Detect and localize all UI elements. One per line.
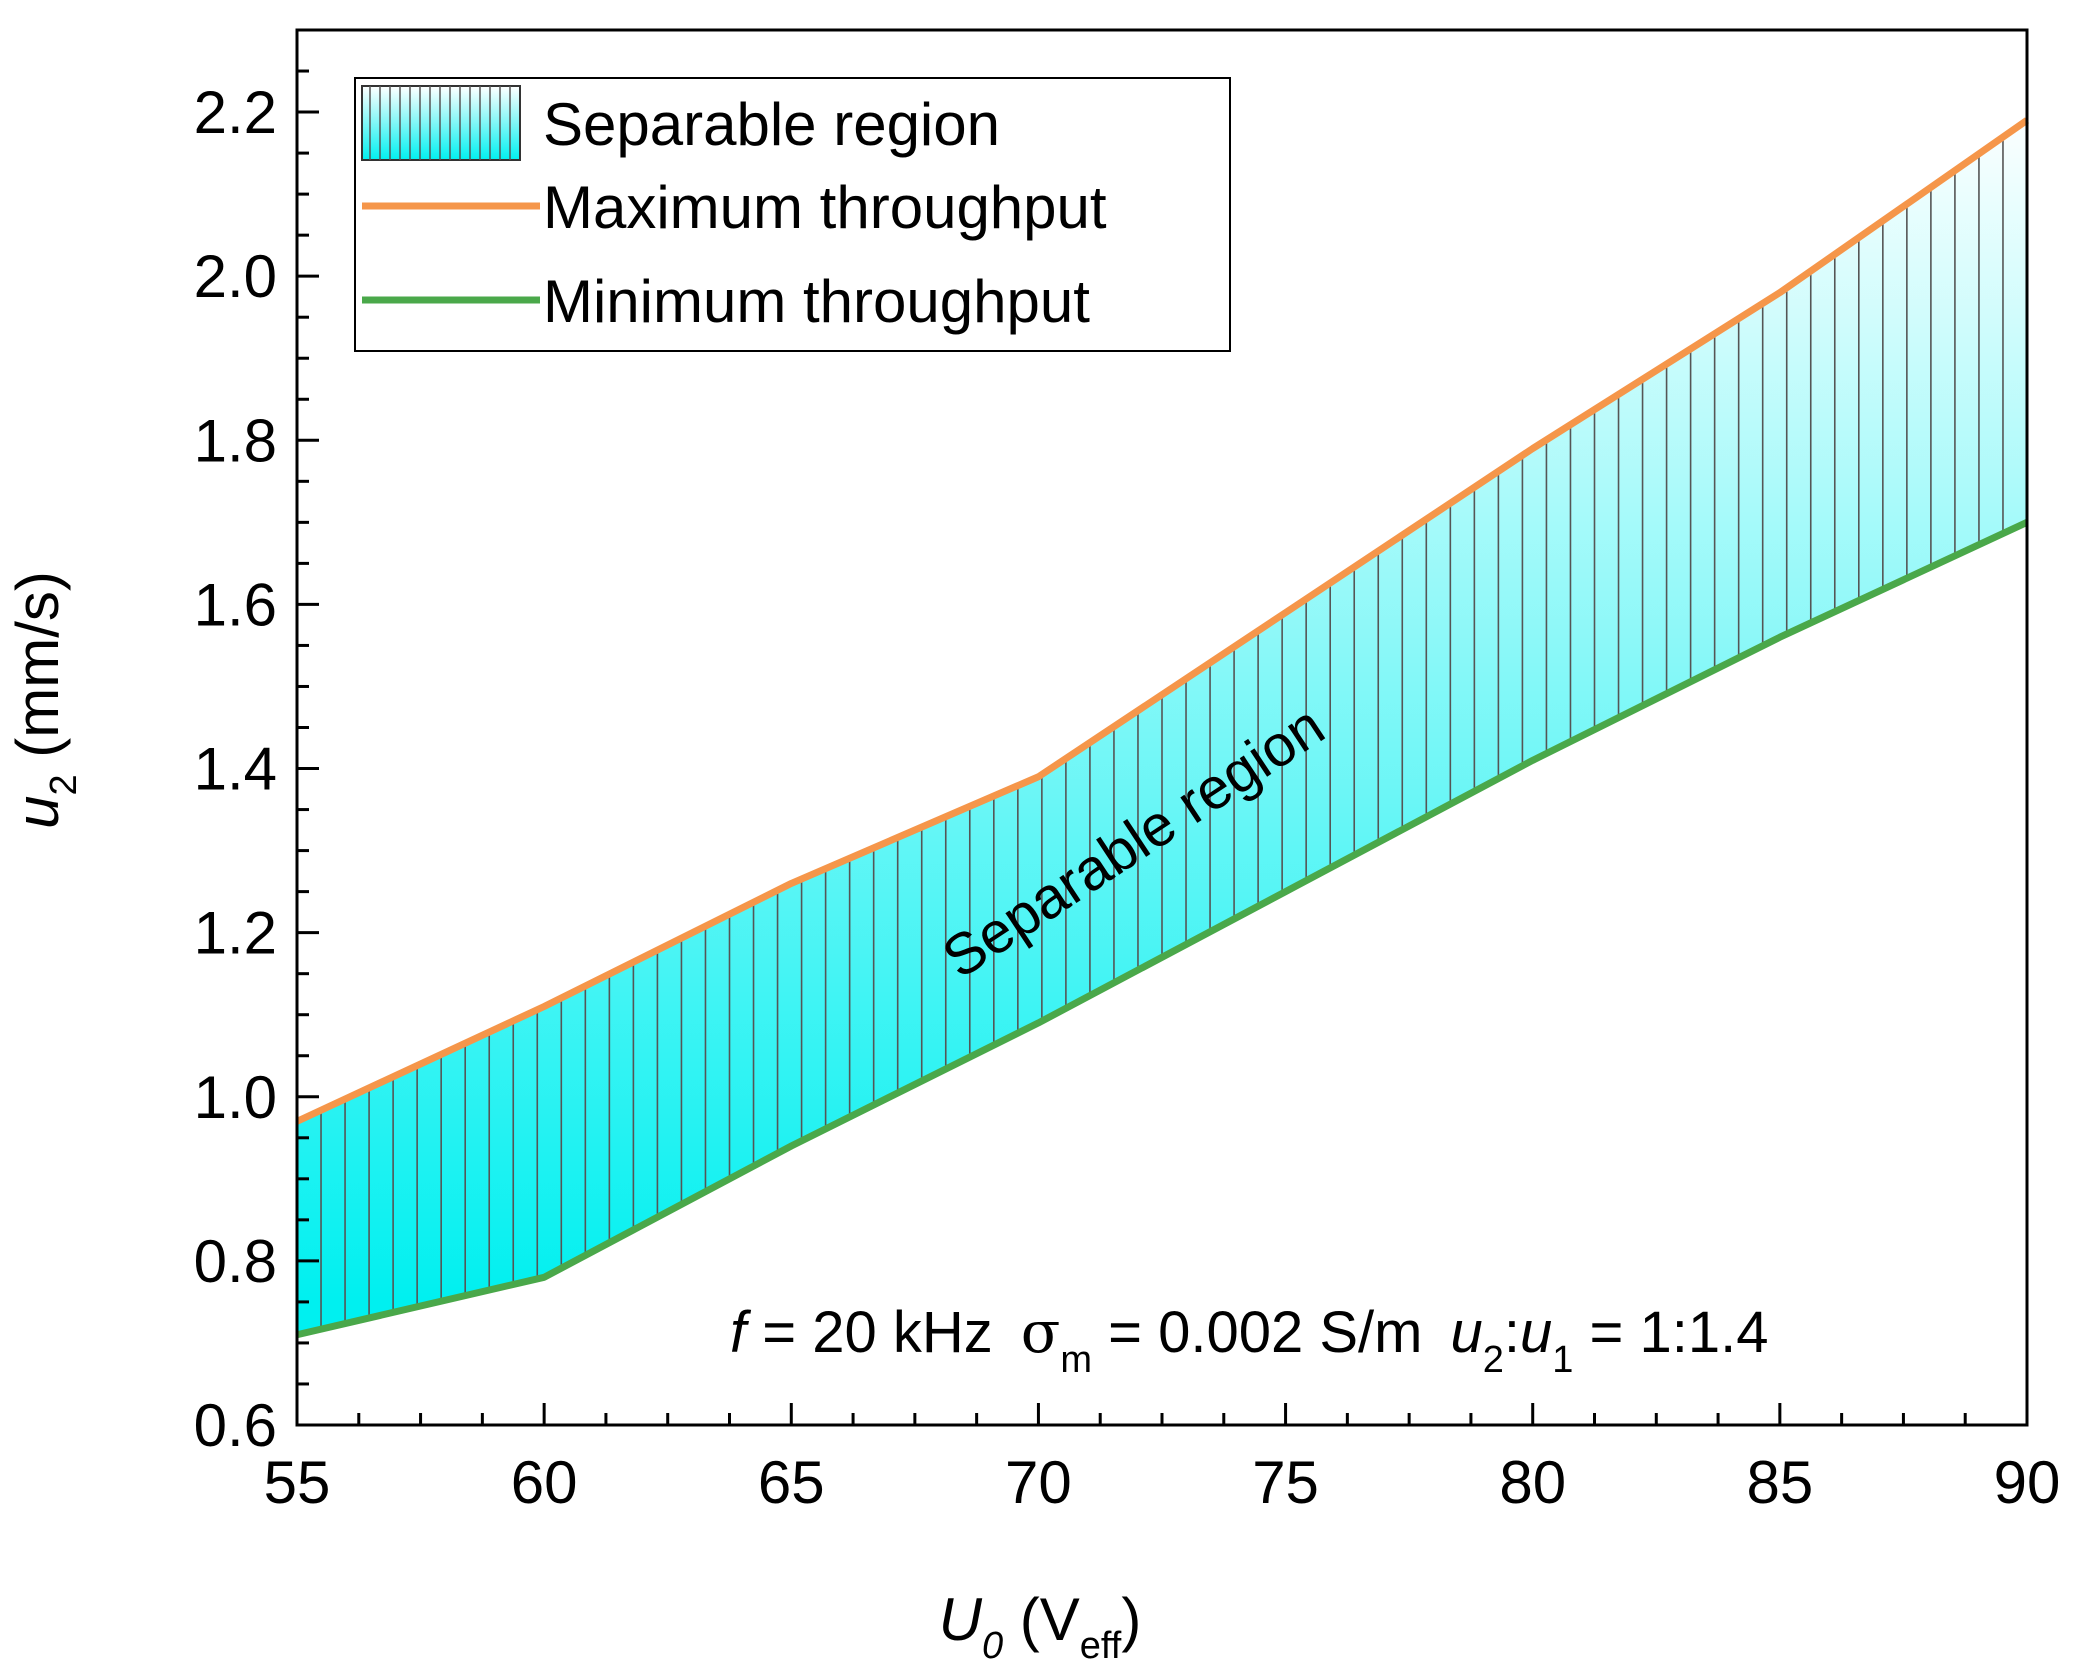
x-title-sub: 0 — [982, 1625, 1003, 1663]
annot-colon: : — [1504, 1300, 1520, 1365]
series-line-maximum-throughput — [295, 117, 2030, 1125]
y-tick-label: 1.2 — [194, 900, 277, 967]
x-tick-label: 75 — [1252, 1449, 1319, 1516]
series-lines — [295, 117, 2030, 1339]
x-tick-label: 60 — [511, 1449, 578, 1516]
x-title-paren: (V — [1003, 1586, 1080, 1653]
x-tick-label: 55 — [264, 1449, 331, 1516]
y-title-sub: 2 — [43, 774, 85, 795]
y-tick-label: 0.6 — [194, 1392, 277, 1459]
y-tick-label: 1.0 — [194, 1064, 277, 1131]
annot-u1-sub: 1 — [1552, 1339, 1573, 1381]
x-tick-label: 70 — [1005, 1449, 1072, 1516]
y-axis-ticks: 0.6 0.8 1.0 1.2 1.4 1.6 1.8 2.0 2.2 — [194, 28, 319, 1459]
annot-sigma: σ — [1021, 1298, 1061, 1366]
y-tick-label: 2.2 — [194, 79, 277, 146]
annot-u2-sub: 2 — [1483, 1339, 1504, 1381]
annot-f-value: = 20 kHz — [746, 1300, 993, 1365]
parameter-annotation: f = 20 kHz σm = 0.002 S/m u2:u1 = 1:1.4 — [730, 1298, 1769, 1381]
series-line-minimum-throughput — [296, 519, 2029, 1339]
legend-label-region: Separable region — [543, 91, 1000, 158]
y-title-main: u — [4, 796, 71, 829]
y-tick-label: 1.4 — [194, 736, 277, 803]
annot-u1: u — [1520, 1300, 1552, 1365]
x-tick-label: 65 — [758, 1449, 825, 1516]
legend-swatch-region — [361, 85, 521, 161]
legend-label-max: Maximum throughput — [543, 174, 1107, 241]
legend: Separable region Maximum throughput Mini… — [354, 77, 1231, 352]
x-title-close: ) — [1121, 1586, 1141, 1653]
y-tick-label: 1.6 — [194, 571, 277, 638]
legend-swatch-fill — [361, 85, 521, 161]
y-tick-label: 1.8 — [194, 407, 277, 474]
annot-sigma-value: = 0.002 S/m — [1092, 1300, 1422, 1365]
annot-u2: u — [1450, 1300, 1482, 1365]
y-tick-label: 2.0 — [194, 243, 277, 310]
legend-label-min: Minimum throughput — [543, 268, 1090, 335]
x-tick-label: 90 — [1994, 1449, 2061, 1516]
region-hatch-lines — [296, 120, 2028, 1335]
annot-sigma-sub: m — [1060, 1339, 1092, 1381]
x-title-main: U — [939, 1586, 983, 1653]
y-title-rest: (mm/s) — [4, 571, 71, 774]
annot-ratio: = 1:1.4 — [1573, 1300, 1768, 1365]
y-axis-title: u2 (mm/s) — [4, 571, 85, 829]
x-tick-label: 80 — [1499, 1449, 1566, 1516]
y-tick-label: 0.8 — [194, 1228, 277, 1295]
x-axis-ticks: 55 60 65 70 75 80 85 90 — [264, 1403, 2061, 1516]
x-tick-label: 85 — [1746, 1449, 1813, 1516]
x-axis-title: U0 (Veff) — [939, 1586, 1142, 1663]
x-title-unit-sub: eff — [1080, 1625, 1122, 1663]
